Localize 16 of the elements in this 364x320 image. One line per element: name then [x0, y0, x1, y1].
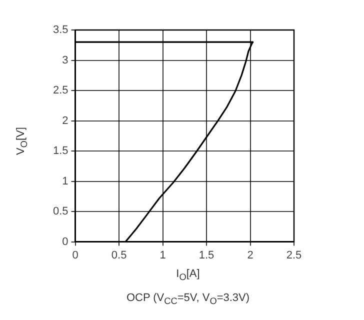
x-tick-label: 0: [72, 249, 78, 262]
y-tick-label: 2.5: [52, 84, 68, 97]
x-tick-label: 0.5: [111, 249, 127, 262]
x-axis-title: I$_{O}$[A]: [176, 268, 200, 282]
y-tick-label: 2: [62, 114, 68, 127]
y-tick-label: 1.5: [52, 145, 68, 158]
y-tick-label: 0: [62, 236, 68, 248]
y-tick-label: 0.5: [52, 206, 68, 218]
x-tick-label: 2: [247, 249, 254, 262]
x-tick-label: 1: [160, 249, 166, 262]
y-tick-label: 3.5: [52, 24, 68, 36]
x-tick-label: 1.5: [198, 249, 214, 262]
y-tick-label: 3: [62, 54, 68, 66]
y-tick-label: 1: [62, 175, 68, 188]
x-tick-label: 2.5: [286, 249, 302, 262]
text: OCP (V$_{CC}$=5V, V$_{O}$=3.3V): [126, 292, 250, 306]
